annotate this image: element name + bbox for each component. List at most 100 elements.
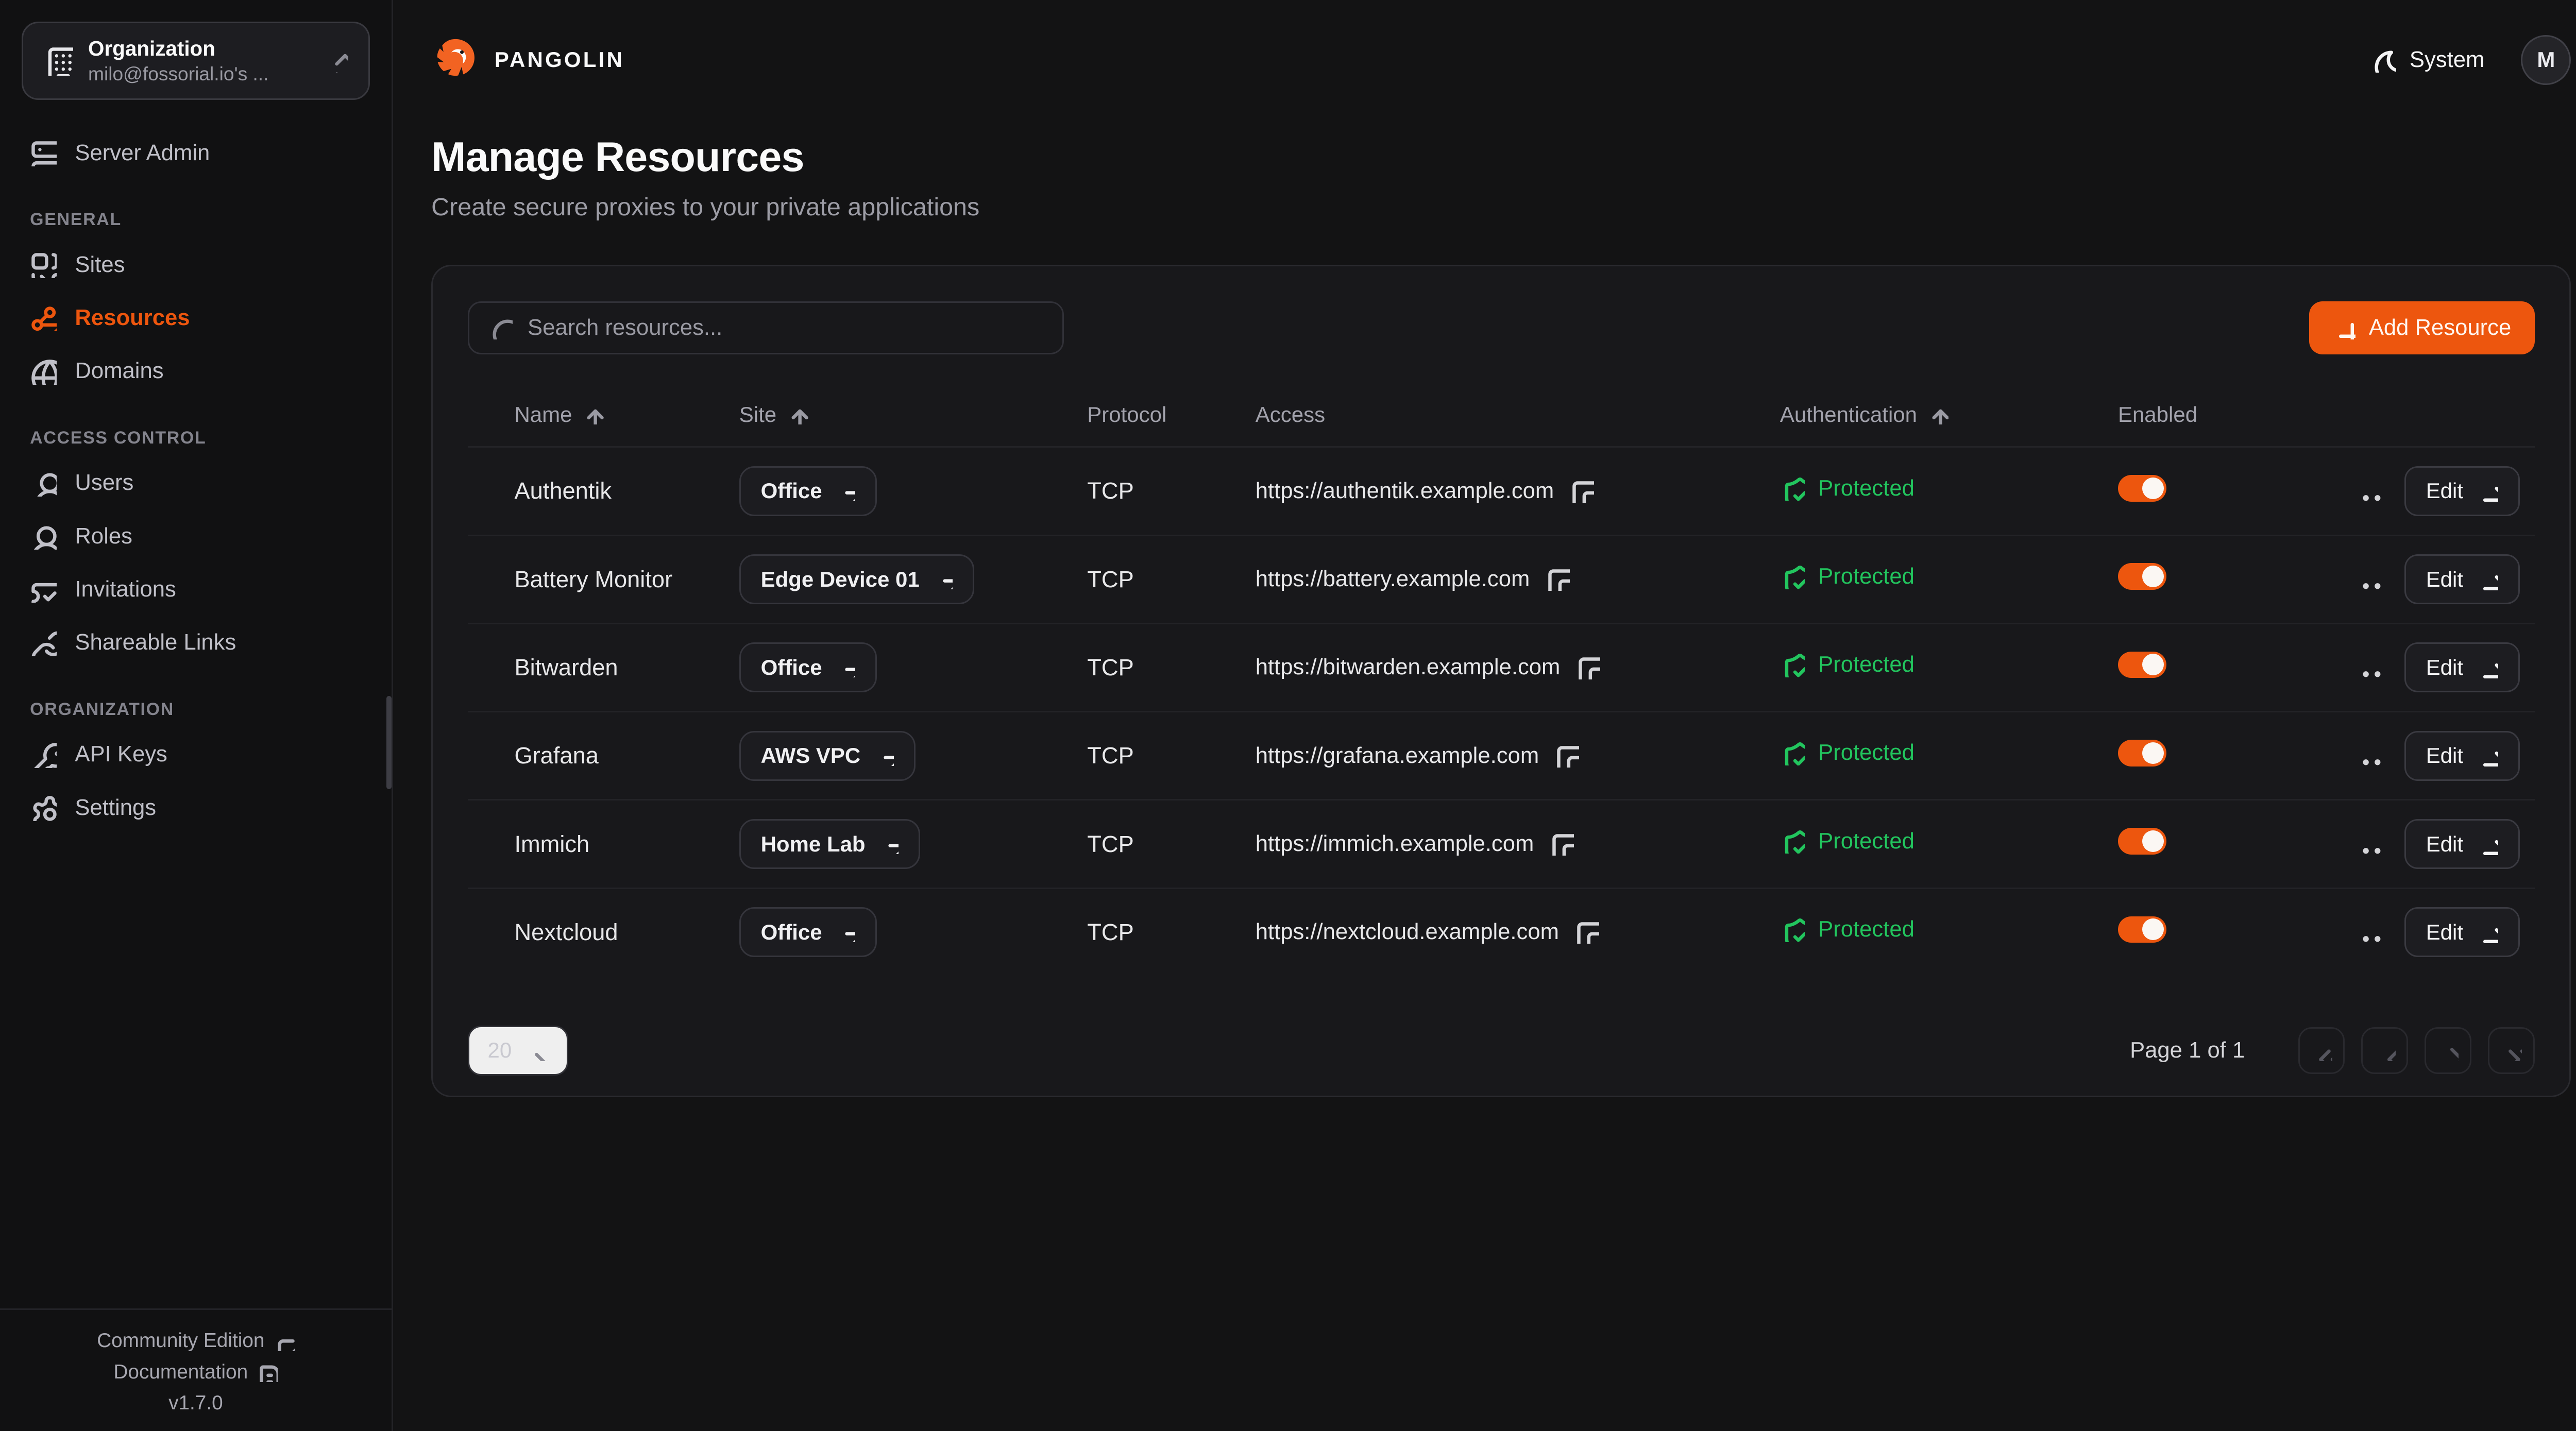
last-page-button[interactable] [2488,1027,2535,1074]
sidebar-item-label: Sites [75,252,125,277]
community-edition-label: Community Edition [97,1330,265,1352]
edit-button[interactable]: Edit [2404,730,2520,781]
edit-button[interactable]: Edit [2404,466,2520,516]
page-title: Manage Resources [431,133,804,180]
sidebar-item-roles[interactable]: Roles [15,509,377,563]
org-selector[interactable]: Organization milo@fossorial.io's ... [22,22,370,100]
theme-selector[interactable]: System [2371,47,2484,73]
table-header: Name Site Protocol Access [468,383,2535,446]
arrow-right-icon [2477,745,2498,766]
site-link-button[interactable]: Office [739,466,877,516]
sidebar-item-invitations[interactable]: Invitations [15,563,377,616]
copy-button[interactable] [1551,832,1574,856]
sidebar-item-label: Domains [75,359,164,384]
plus-icon [2332,316,2355,339]
row-menu-button[interactable] [2358,831,2384,858]
copy-button[interactable] [1555,744,1579,768]
sort-icon[interactable] [584,404,604,424]
copy-button[interactable] [1575,921,1599,944]
edit-button[interactable]: Edit [2404,642,2520,693]
site-link-button[interactable]: AWS VPC [739,730,916,781]
auth-status-badge: Protected [1780,652,1914,677]
enabled-toggle[interactable] [2117,563,2166,590]
row-menu-button[interactable] [2358,566,2384,593]
arrow-right-icon [2477,922,2498,943]
row-menu-button[interactable] [2358,919,2384,946]
sidebar-item-domains[interactable]: Domains [15,345,377,398]
access-cell: https://authentik.example.com [1256,479,1780,504]
site-link-button[interactable]: Office [739,642,877,693]
site-link-button[interactable]: Home Lab [739,819,920,870]
enabled-toggle[interactable] [2117,475,2166,502]
documentation-link[interactable]: Documentation [113,1361,278,1384]
site-name: Edge Device 01 [760,567,920,591]
enabled-toggle[interactable] [2117,739,2166,766]
copy-button[interactable] [1571,480,1594,503]
brand-name: PANGOLIN [494,47,625,72]
protocol-value: TCP [1087,654,1134,680]
sidebar-item-users[interactable]: Users [15,456,377,509]
search-input[interactable] [528,315,1043,341]
section-heading: GENERAL [30,210,122,230]
main-area: PANGOLIN System M Manage Resources Creat… [393,0,2576,1431]
page-size-select[interactable]: 20 [467,1025,568,1076]
toggle-knob [2142,742,2164,764]
copy-button[interactable] [1577,656,1600,679]
table-row: Authentik Office TCP https://authentik.e… [467,446,2535,534]
edit-button[interactable]: Edit [2404,819,2520,870]
enabled-toggle[interactable] [2117,916,2166,943]
column-label: Site [739,402,777,427]
site-link-button[interactable]: Office [739,907,877,958]
edit-label: Edit [2426,567,2463,591]
next-page-button[interactable] [2425,1027,2471,1074]
sidebar-item-shareable-links[interactable]: Shareable Links [15,616,377,669]
column-header-name: Name [468,402,739,427]
shield-check-icon [1780,652,1805,677]
sidebar-item-sites[interactable]: Sites [15,238,377,291]
chevrons-left-icon [2311,1040,2332,1061]
edit-button[interactable]: Edit [2404,907,2520,958]
first-page-button[interactable] [2298,1027,2345,1074]
ellipsis-icon [2358,566,2384,593]
auth-status-badge: Protected [1780,564,1914,589]
sidebar-item-server-admin[interactable]: Server Admin [15,127,377,180]
community-edition-link[interactable]: Community Edition [97,1330,295,1352]
site-cell: AWS VPC [739,730,1088,781]
copy-button[interactable] [1547,568,1570,591]
page-subtitle: Create secure proxies to your private ap… [431,193,980,222]
building-icon [43,46,73,76]
page-indicator: Page 1 of 1 [2130,1037,2245,1063]
sort-icon[interactable] [1929,404,1949,424]
sidebar-item-label: Settings [75,795,157,820]
prev-page-button[interactable] [2361,1027,2408,1074]
column-header-site: Site [739,402,1088,427]
sidebar-section-organization: ORGANIZATION API Keys Settings [22,700,370,834]
enabled-toggle[interactable] [2117,651,2166,678]
shield-check-icon [1780,829,1805,854]
column-header-access: Access [1256,402,1780,427]
row-menu-button[interactable] [2358,742,2384,769]
copy-icon [1577,656,1600,679]
row-menu-button[interactable] [2358,654,2384,681]
site-link-button[interactable]: Edge Device 01 [739,554,975,605]
edit-button[interactable]: Edit [2404,554,2520,605]
sidebar-item-api-keys[interactable]: API Keys [15,728,377,781]
arrow-right-icon [2477,480,2498,502]
sidebar-section-general: GENERAL Sites Resources Domains [22,210,370,398]
waypoints-icon [30,305,57,332]
avatar[interactable]: M [2521,35,2571,85]
actions-cell: Edit [2358,730,2534,781]
add-resource-button[interactable]: Add Resource [2309,301,2535,355]
edit-label: Edit [2426,831,2463,856]
toggle-knob [2142,918,2164,941]
sidebar-item-settings[interactable]: Settings [15,781,377,834]
sidebar-item-resources[interactable]: Resources [15,292,377,345]
pagination-bar: 20 Page 1 of 1 [467,1002,2535,1076]
enabled-toggle[interactable] [2117,828,2166,855]
sort-icon[interactable] [788,404,808,424]
row-menu-button[interactable] [2358,478,2384,505]
sidebar-scrollbar[interactable] [386,696,392,789]
table-row: Bitwarden Office TCP https://bitwarden.e… [467,622,2535,711]
sidebar-item-label: Server Admin [75,140,210,165]
site-name: Office [760,479,822,503]
